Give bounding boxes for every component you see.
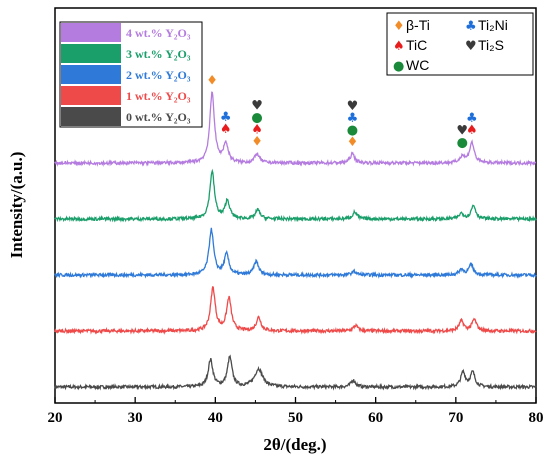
- peak-marker: ♥: [347, 99, 359, 114]
- x-tick-label: 20: [48, 410, 63, 426]
- peak-marker: ♦: [347, 135, 359, 150]
- peak-marker-layer: ♦♠♣♦♠●♥♦●♣♥●♥♠♣: [206, 73, 477, 150]
- series-line-3: [54, 168, 537, 223]
- phase-legend: ♦ β-Ti ♣ Ti₂Ni ♠ TiC ♥ Ti₂S ● WC: [386, 12, 534, 76]
- sample-legend: 4 wt.% Y₂O₃ 3 wt.% Y₂O₃ 2 wt.% Y₂O₃ 1 wt.% …: [59, 21, 203, 128]
- series-layer: [54, 91, 537, 391]
- peak-marker: ♠: [220, 122, 232, 137]
- x-axis-label: 2θ/(deg.): [263, 435, 326, 454]
- phase-symbol: ●: [393, 59, 404, 74]
- x-tick-label: 60: [368, 410, 383, 426]
- peak-marker: ♥: [251, 99, 263, 114]
- legend-swatch: [61, 86, 121, 105]
- x-tick-label: 80: [529, 410, 544, 426]
- x-axis-ticks: 20 30 40 50 60 70 80: [48, 397, 544, 426]
- series-line-0: [54, 354, 537, 391]
- phase-label: Ti₂S: [478, 37, 504, 53]
- peak-marker: ♠: [251, 123, 263, 138]
- phase-label: β-Ti: [406, 17, 430, 33]
- phase-legend-box: [386, 12, 534, 76]
- phase-label: WC: [406, 57, 429, 73]
- legend-swatch: [61, 44, 121, 63]
- x-tick-label: 50: [288, 410, 303, 426]
- series-line-2: [54, 227, 537, 279]
- legend-label: 2 wt.% Y₂O₃: [126, 68, 191, 82]
- series-line-1: [54, 286, 537, 335]
- legend-swatch: [61, 65, 121, 84]
- peak-marker: ♦: [206, 73, 218, 88]
- phase-symbol: ♦: [393, 19, 405, 34]
- peak-marker: ♣: [220, 110, 232, 125]
- series-line-4: [54, 91, 537, 168]
- legend-swatch: [61, 107, 121, 126]
- phase-symbol: ♣: [465, 19, 477, 34]
- y-axis-label: Intensity/(a.u.): [7, 152, 26, 259]
- phase-symbol: ♠: [393, 39, 405, 54]
- peak-marker: ●: [347, 123, 358, 138]
- legend-label: 4 wt.% Y₂O₃: [126, 26, 191, 40]
- legend-label: 0 wt.% Y₂O₃: [126, 110, 191, 124]
- peak-marker: ♣: [466, 111, 478, 126]
- legend-label: 3 wt.% Y₂O₃: [126, 47, 191, 61]
- phase-symbol: ♥: [465, 39, 477, 54]
- peak-marker: ♦: [251, 135, 263, 150]
- peak-marker: ●: [457, 136, 468, 151]
- peak-marker: ●: [251, 111, 262, 126]
- phase-label: Ti₂Ni: [478, 17, 508, 33]
- peak-marker: ♣: [347, 111, 359, 126]
- peak-marker: ♥: [456, 124, 468, 139]
- x-tick-label: 30: [128, 410, 143, 426]
- legend-swatch: [61, 23, 121, 42]
- phase-label: TiC: [406, 37, 427, 53]
- x-tick-label: 40: [208, 410, 223, 426]
- legend-label: 1 wt.% Y₂O₃: [126, 89, 191, 103]
- peak-marker: ♠: [466, 123, 478, 138]
- x-tick-label: 70: [448, 410, 463, 426]
